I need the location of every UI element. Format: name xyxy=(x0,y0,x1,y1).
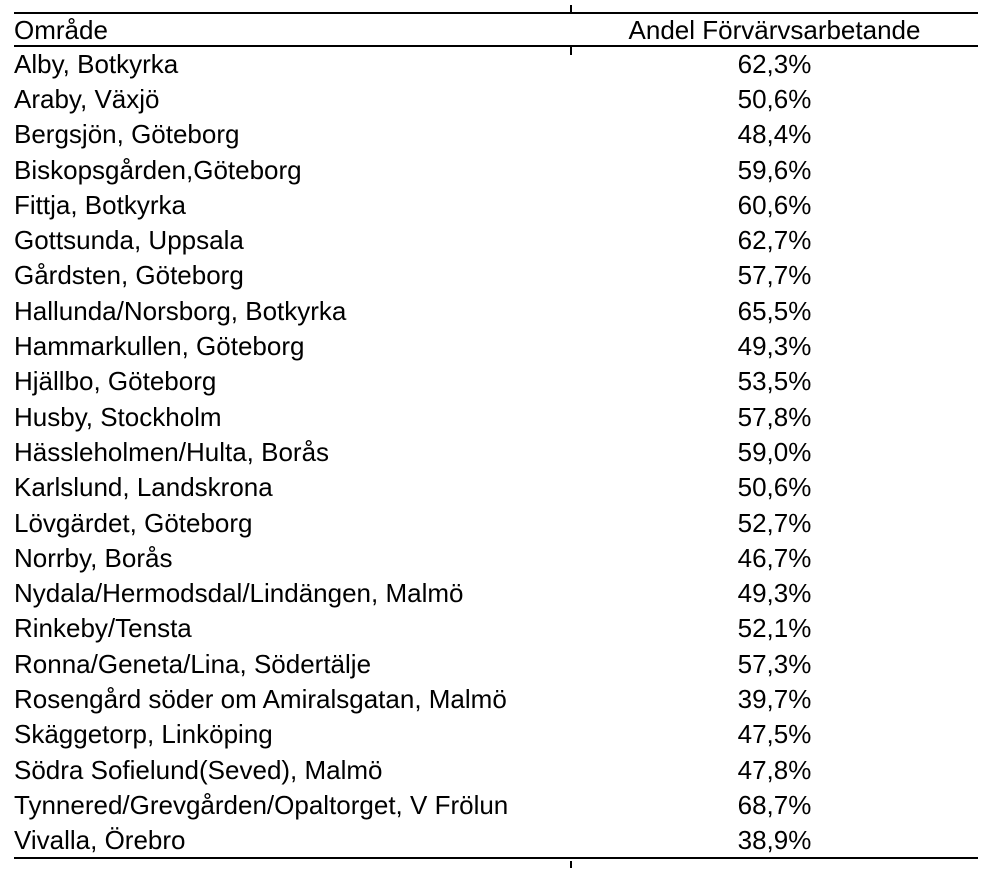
column-divider-tick-top xyxy=(570,5,572,13)
column-divider-tick-middle xyxy=(570,47,572,55)
area-cell: Skäggetorp, Linköping xyxy=(14,719,273,750)
value-cell: 57,8% xyxy=(737,401,812,432)
area-cell: Nydala/Hermodsdal/Lindängen, Malmö xyxy=(14,578,464,609)
value-cell: 52,1% xyxy=(737,613,812,644)
value-cell: 57,3% xyxy=(737,648,812,679)
table-row: Vivalla, Örebro 38,9% xyxy=(14,823,978,858)
area-cell: Norrby, Borås xyxy=(14,542,173,573)
area-cell: Rinkeby/Tensta xyxy=(14,613,192,644)
value-cell: 57,7% xyxy=(737,260,812,291)
column-header-andel-forvarvsarbetande: Andel Förvärvsarbetande xyxy=(571,13,978,47)
area-cell: Gårdsten, Göteborg xyxy=(14,260,244,291)
area-cell: Karlslund, Landskrona xyxy=(14,472,273,503)
table-row: Tynnered/Grevgården/Opaltorget, V Frölun… xyxy=(14,787,978,822)
table-row: Hammarkullen, Göteborg 49,3% xyxy=(14,328,978,363)
value-cell: 50,6% xyxy=(737,472,812,503)
value-cell: 49,3% xyxy=(737,578,812,609)
table-row: Nydala/Hermodsdal/Lindängen, Malmö 49,3% xyxy=(14,575,978,610)
value-cell: 47,8% xyxy=(737,754,812,785)
table-row: Husby, Stockholm 57,8% xyxy=(14,399,978,434)
area-cell: Gottsunda, Uppsala xyxy=(14,225,244,256)
table-row: Lövgärdet, Göteborg 52,7% xyxy=(14,505,978,540)
value-cell: 59,6% xyxy=(737,154,812,185)
value-cell: 50,6% xyxy=(737,83,812,114)
value-cell: 46,7% xyxy=(737,542,812,573)
area-cell: Husby, Stockholm xyxy=(14,401,222,432)
table-row: Hässleholmen/Hulta, Borås 59,0% xyxy=(14,434,978,469)
area-cell: Hallunda/Norsborg, Botkyrka xyxy=(14,295,347,326)
area-cell: Araby, Växjö xyxy=(14,83,160,114)
value-cell: 52,7% xyxy=(737,507,812,538)
table-row: Rosengård söder om Amiralsgatan, Malmö 3… xyxy=(14,681,978,716)
area-cell: Bergsjön, Göteborg xyxy=(14,119,240,150)
table-header: Område Andel Förvärvsarbetande xyxy=(14,13,978,47)
table-row: Gårdsten, Göteborg 57,7% xyxy=(14,258,978,293)
table-row: Fittja, Botkyrka 60,6% xyxy=(14,187,978,222)
value-cell: 62,3% xyxy=(737,49,812,80)
value-cell: 48,4% xyxy=(737,119,812,150)
table-row: Södra Sofielund(Seved), Malmö 47,8% xyxy=(14,752,978,787)
area-cell: Södra Sofielund(Seved), Malmö xyxy=(14,754,383,785)
column-header-omrade: Område xyxy=(14,13,571,47)
area-cell: Biskopsgården,Göteborg xyxy=(14,154,302,185)
table-row: Araby, Växjö 50,6% xyxy=(14,81,978,116)
table-row: Rinkeby/Tensta 52,1% xyxy=(14,611,978,646)
area-cell: Alby, Botkyrka xyxy=(14,49,179,80)
area-cell: Vivalla, Örebro xyxy=(14,824,186,855)
value-cell: 59,0% xyxy=(737,436,812,467)
area-cell: Hässleholmen/Hulta, Borås xyxy=(14,436,330,467)
value-cell: 62,7% xyxy=(737,225,812,256)
area-cell: Tynnered/Grevgården/Opaltorget, V Frölun xyxy=(14,789,509,820)
table-row: Skäggetorp, Linköping 47,5% xyxy=(14,717,978,752)
value-cell: 39,7% xyxy=(737,683,812,714)
column-divider-tick-bottom xyxy=(570,861,572,868)
value-cell: 38,9% xyxy=(737,824,812,855)
table-row: Hjällbo, Göteborg 53,5% xyxy=(14,364,978,399)
value-cell: 53,5% xyxy=(737,366,812,397)
area-cell: Lövgärdet, Göteborg xyxy=(14,507,253,538)
area-cell: Hjällbo, Göteborg xyxy=(14,366,217,397)
table-row: Norrby, Borås 46,7% xyxy=(14,540,978,575)
table-row: Gottsunda, Uppsala 62,7% xyxy=(14,222,978,257)
table-row: Bergsjön, Göteborg 48,4% xyxy=(14,117,978,152)
table-body: Alby, Botkyrka 62,3% Araby, Växjö 50,6% … xyxy=(14,46,978,858)
value-cell: 47,5% xyxy=(737,719,812,750)
area-cell: Fittja, Botkyrka xyxy=(14,189,186,220)
area-cell: Rosengård söder om Amiralsgatan, Malmö xyxy=(14,683,507,714)
table-row: Ronna/Geneta/Lina, Södertälje 57,3% xyxy=(14,646,978,681)
table-row: Hallunda/Norsborg, Botkyrka 65,5% xyxy=(14,293,978,328)
table-row: Alby, Botkyrka 62,3% xyxy=(14,46,978,81)
header-row: Område Andel Förvärvsarbetande xyxy=(14,13,978,47)
areas-table: Område Andel Förvärvsarbetande Alby, Bot… xyxy=(14,12,978,859)
value-cell: 49,3% xyxy=(737,331,812,362)
value-cell: 65,5% xyxy=(737,295,812,326)
value-cell: 60,6% xyxy=(737,189,812,220)
area-cell: Ronna/Geneta/Lina, Södertälje xyxy=(14,648,372,679)
table-row: Karlslund, Landskrona 50,6% xyxy=(14,470,978,505)
area-cell: Hammarkullen, Göteborg xyxy=(14,331,305,362)
value-cell: 68,7% xyxy=(737,789,812,820)
table-row: Biskopsgården,Göteborg 59,6% xyxy=(14,152,978,187)
